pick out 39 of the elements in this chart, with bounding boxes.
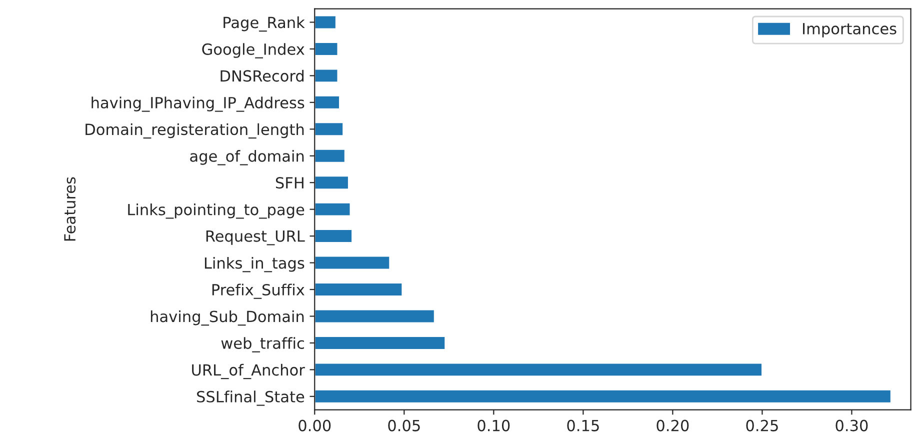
bar — [314, 175, 350, 190]
bar — [314, 202, 352, 217]
x-tick-label: 0.00 — [298, 420, 331, 432]
bar — [314, 122, 344, 137]
y-tick-label: DNSRecord — [220, 70, 304, 82]
y-tick-label: SFH — [276, 177, 304, 189]
y-tick-label: Links_in_tags — [204, 256, 304, 272]
y-tick-label: having_Sub_Domain — [150, 310, 304, 326]
x-tick-label: 0.15 — [567, 420, 599, 432]
bar — [314, 148, 346, 164]
bar — [314, 282, 404, 297]
y-tick-label: Page_Rank — [224, 16, 305, 32]
y-tick-label: web_traffic — [221, 337, 304, 352]
legend-label: Importances — [803, 23, 896, 38]
y-tick-label: Google_Index — [202, 43, 304, 58]
y-tick-label: having_IPhaving_IP_Address — [92, 96, 304, 112]
bar — [314, 95, 340, 110]
y-tick-label: Domain_registeration_length — [86, 123, 304, 139]
y-tick-label: Prefix_Suffix — [212, 284, 304, 299]
y-tick-label: URL_of_Anchor — [192, 364, 305, 380]
x-tick-label: 0.05 — [388, 420, 420, 432]
y-tick-label: Links_pointing_to_page — [128, 204, 304, 219]
bar — [314, 14, 337, 30]
bar — [314, 68, 339, 84]
bar — [314, 389, 892, 404]
y-axis-title: Features — [64, 177, 76, 241]
x-tick-label: 0.25 — [746, 420, 778, 432]
bar — [314, 42, 339, 56]
bar — [314, 308, 436, 324]
x-tick-label: 0.30 — [836, 420, 868, 432]
bar — [314, 336, 446, 350]
x-tick-label: 0.20 — [656, 420, 689, 432]
y-tick-label: SSLfinal_State — [197, 390, 304, 406]
y-tick-label: Request_URL — [206, 230, 305, 246]
bar — [314, 255, 391, 270]
y-tick-label: age_of_domain — [190, 150, 304, 166]
x-tick-label: 0.10 — [478, 420, 510, 432]
bar — [314, 362, 763, 378]
bar — [314, 228, 353, 244]
